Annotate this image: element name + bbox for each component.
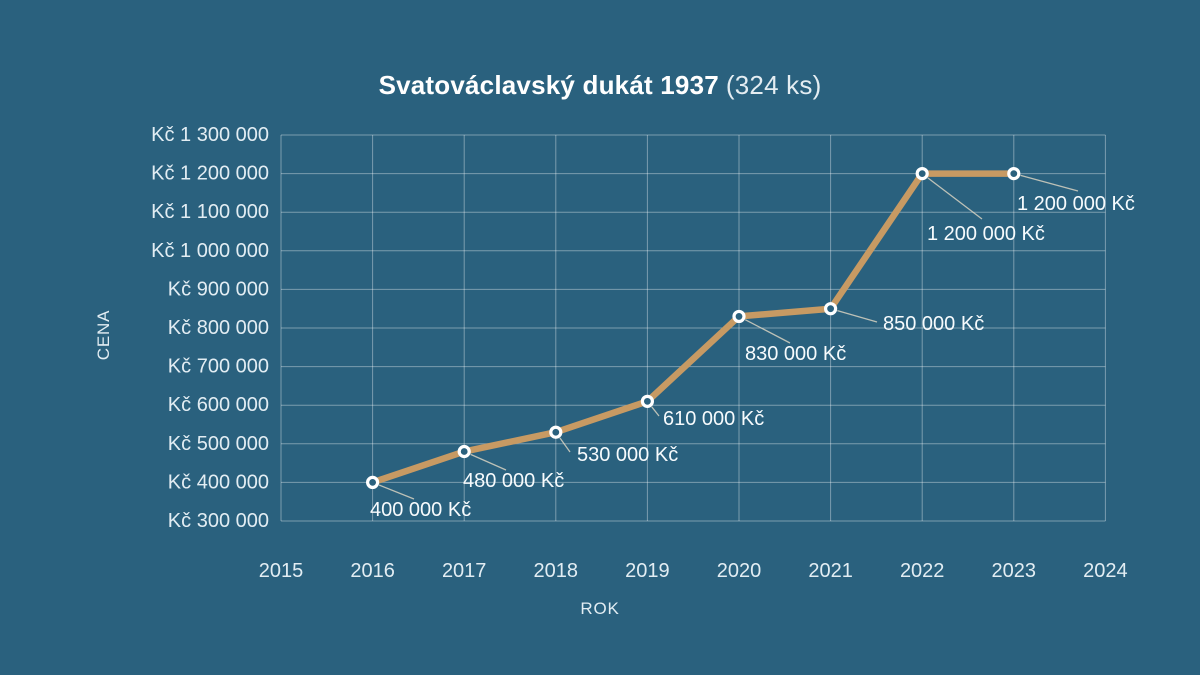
chart-title: Svatováclavský dukát 1937 (324 ks) bbox=[0, 70, 1200, 101]
annotation-leader-line bbox=[651, 406, 660, 417]
x-tick-label: 2019 bbox=[625, 560, 670, 582]
x-tick-label: 2021 bbox=[808, 560, 853, 582]
y-axis-title: CENA bbox=[94, 309, 113, 361]
data-point-value-label: 1 200 000 Kč bbox=[1017, 193, 1135, 215]
data-point-marker bbox=[366, 475, 380, 489]
data-point-value-label: 830 000 Kč bbox=[745, 343, 846, 365]
data-point-marker bbox=[457, 444, 471, 459]
y-tick-label: Kč 600 000 bbox=[168, 394, 269, 416]
data-point-value-label: 530 000 Kč bbox=[577, 444, 678, 466]
data-point-value-label: 400 000 Kč bbox=[370, 499, 471, 521]
x-tick-label: 2023 bbox=[992, 560, 1037, 582]
data-point-value-label: 850 000 Kč bbox=[883, 313, 984, 335]
chart-title-main: Svatováclavský dukát 1937 bbox=[378, 70, 719, 100]
chart-title-count: (324 ks) bbox=[725, 70, 822, 100]
data-point-value-label: 480 000 Kč bbox=[463, 470, 564, 492]
data-point-marker bbox=[732, 309, 746, 324]
y-tick-label: Kč 700 000 bbox=[168, 356, 269, 378]
data-point-marker bbox=[915, 167, 929, 181]
data-point-marker bbox=[549, 425, 563, 439]
x-tick-label: 2024 bbox=[1083, 560, 1128, 582]
x-tick-label: 2015 bbox=[259, 560, 304, 582]
x-tick-label: 2017 bbox=[442, 560, 487, 582]
x-tick-label: 2016 bbox=[350, 560, 395, 582]
y-tick-label: Kč 400 000 bbox=[168, 471, 269, 493]
annotation-leader-line bbox=[559, 437, 571, 453]
annotation-leader-line bbox=[470, 453, 507, 471]
annotation-leader-line bbox=[1020, 174, 1079, 192]
price-series-line bbox=[369, 170, 1018, 486]
y-tick-label: Kč 500 000 bbox=[168, 433, 269, 455]
y-tick-label: Kč 1 200 000 bbox=[151, 163, 269, 185]
annotation-leader-line bbox=[927, 177, 983, 220]
annotation-leader-line bbox=[744, 319, 791, 344]
x-tick-label: 2018 bbox=[534, 560, 579, 582]
y-tick-label: Kč 900 000 bbox=[168, 278, 269, 300]
data-point-marker bbox=[1007, 167, 1021, 181]
y-tick-label: Kč 1 100 000 bbox=[151, 201, 269, 223]
data-point-value-label: 610 000 Kč bbox=[663, 408, 764, 430]
y-tick-label: Kč 1 000 000 bbox=[151, 240, 269, 262]
annotation-leader-line bbox=[378, 484, 415, 500]
x-axis-title: ROK bbox=[580, 599, 620, 618]
y-tick-label: Kč 300 000 bbox=[168, 510, 269, 532]
y-tick-label: Kč 800 000 bbox=[168, 317, 269, 339]
x-tick-label: 2020 bbox=[717, 560, 762, 582]
x-tick-label: 2022 bbox=[900, 560, 945, 582]
data-point-marker bbox=[640, 394, 655, 408]
data-point-value-label: 1 200 000 Kč bbox=[927, 223, 1045, 245]
data-point-marker bbox=[823, 302, 838, 316]
y-tick-label: Kč 1 300 000 bbox=[151, 124, 269, 146]
annotation-leader-line bbox=[837, 310, 878, 323]
